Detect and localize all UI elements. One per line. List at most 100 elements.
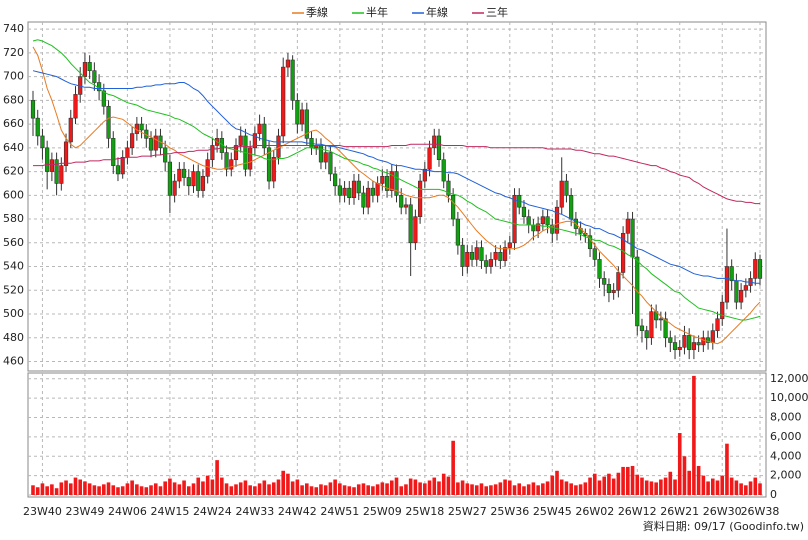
candle-body xyxy=(73,94,78,119)
volume-bar xyxy=(59,482,64,495)
y-tick-label: 720 xyxy=(3,46,24,59)
candle-body xyxy=(743,285,748,291)
candle-body xyxy=(266,147,272,182)
candle-body xyxy=(484,260,489,267)
volume-bar xyxy=(465,483,470,495)
volume-bar xyxy=(205,475,210,495)
x-tick-label: 23W40 xyxy=(23,505,62,518)
volume-bar xyxy=(659,479,663,495)
candle-body xyxy=(181,168,187,178)
volume-bar xyxy=(635,474,640,495)
volume-bar xyxy=(35,487,40,495)
volume-bar xyxy=(489,485,493,495)
volume-bar xyxy=(83,481,87,495)
volume-bar xyxy=(125,483,130,495)
candle-body xyxy=(318,145,324,163)
volume-bar xyxy=(432,477,437,495)
volume-bar xyxy=(54,488,59,495)
volume-bar xyxy=(404,484,408,495)
volume-bar xyxy=(314,487,319,495)
volume-bar xyxy=(583,482,588,495)
candle-body xyxy=(691,342,697,350)
volume-bar xyxy=(484,486,488,495)
candle-body xyxy=(342,187,347,196)
candle-body xyxy=(616,272,621,291)
candle-body xyxy=(370,187,375,196)
volume-bar xyxy=(144,487,149,495)
candle-body xyxy=(639,325,645,331)
candle-body xyxy=(30,100,36,119)
candle-body xyxy=(455,218,460,246)
candle-body xyxy=(299,109,305,125)
volume-bar xyxy=(748,481,753,495)
volume-bar xyxy=(356,484,361,495)
candle-body xyxy=(205,159,210,177)
candle-body xyxy=(446,180,451,196)
candle-body xyxy=(356,180,361,194)
volume-bar xyxy=(64,480,68,495)
candle-body xyxy=(408,204,413,244)
legend-label: 季線 xyxy=(306,5,328,19)
candle-body xyxy=(111,138,116,166)
volume-bar xyxy=(592,473,597,495)
volume-bar xyxy=(342,485,347,495)
candle-body xyxy=(536,223,541,232)
volume-bar xyxy=(338,483,342,495)
volume-bar xyxy=(172,482,177,495)
candle-body xyxy=(120,157,125,175)
x-tick-label: 26W12 xyxy=(618,505,657,518)
volume-bar xyxy=(253,486,257,495)
candle-body xyxy=(351,180,357,198)
candle-body xyxy=(422,168,427,182)
volume-bar xyxy=(692,375,696,495)
volume-bar xyxy=(597,480,602,495)
candle-body xyxy=(757,259,763,279)
candle-body xyxy=(375,183,380,196)
candle-body xyxy=(724,266,730,303)
footnote: 資料日期: 09/17 (Goodinfo.tw) xyxy=(643,519,804,533)
volume-bar xyxy=(710,478,715,495)
candle-body xyxy=(687,335,692,350)
candle-body xyxy=(701,337,706,346)
volume-bar xyxy=(559,479,564,495)
candle-body xyxy=(290,59,295,101)
candle-body xyxy=(380,176,385,184)
y-tick-label: 560 xyxy=(3,236,24,249)
volume-bar xyxy=(720,475,725,495)
volume-bar xyxy=(706,481,710,495)
price-frame xyxy=(27,21,767,372)
y2-tick-label: 6,000 xyxy=(770,430,802,443)
y2-tick-label: 8,000 xyxy=(770,411,802,424)
candle-body xyxy=(630,218,635,258)
candle-body xyxy=(92,70,97,83)
volume-bar xyxy=(116,487,120,495)
volume-bar xyxy=(460,480,465,495)
volume-bar xyxy=(238,482,243,495)
candle-body xyxy=(597,259,602,279)
volume-bar xyxy=(281,470,286,495)
x-tick-label: 25W45 xyxy=(533,505,572,518)
y-tick-label: 520 xyxy=(3,283,24,296)
candle-body xyxy=(191,171,196,187)
candle-body xyxy=(550,224,555,234)
candle-body xyxy=(389,171,394,191)
candle-body xyxy=(672,342,678,350)
volume-bar xyxy=(389,480,394,495)
volume-bar xyxy=(701,475,706,495)
candle-body xyxy=(323,152,328,163)
candle-body xyxy=(153,135,158,151)
volume-bar xyxy=(177,484,182,495)
y-tick-label: 480 xyxy=(3,331,24,344)
candle-body xyxy=(63,141,69,166)
volume-bar xyxy=(271,482,276,495)
volume-bar xyxy=(243,480,248,495)
candle-body xyxy=(465,251,470,267)
volume-bar xyxy=(153,483,158,495)
y-tick-label: 460 xyxy=(3,355,24,368)
volume-bar xyxy=(677,433,682,495)
volume-bar xyxy=(186,486,191,495)
candle-body xyxy=(710,330,715,343)
volume-bar xyxy=(323,485,328,495)
volume-bar xyxy=(611,478,616,495)
volume-bar xyxy=(498,482,503,495)
